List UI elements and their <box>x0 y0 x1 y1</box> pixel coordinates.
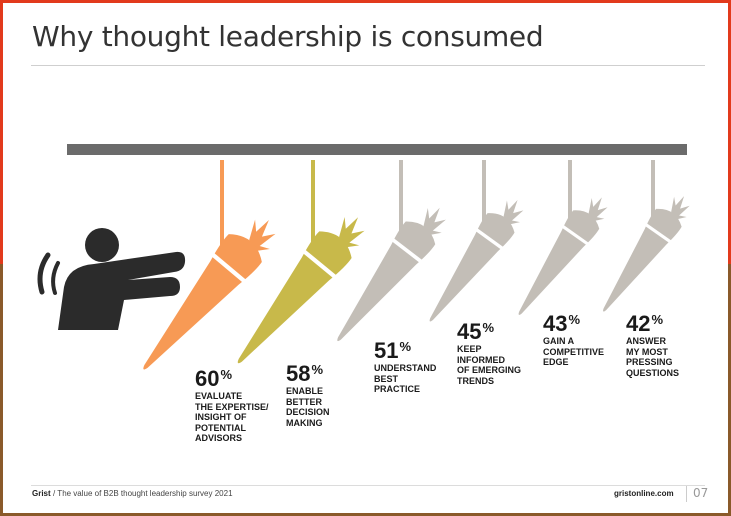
carrot-leaves <box>339 217 365 248</box>
carrot-string <box>568 160 572 237</box>
carrot-band <box>391 238 423 263</box>
data-label-caption: ANSWER MY MOST PRESSING QUESTIONS <box>626 336 680 378</box>
carrot-mark <box>603 196 690 312</box>
page-title: Why thought leadership is consumed <box>32 20 544 53</box>
carrot-leaves <box>249 219 276 252</box>
value-percent-sign: % <box>651 312 664 327</box>
data-label-caption: GAIN A COMPETITIVE EDGE <box>543 336 605 367</box>
carrot-leaves <box>423 207 446 236</box>
data-label-caption: KEEP INFORMED OF EMERGING TRENDS <box>457 344 522 386</box>
title-divider <box>31 65 705 66</box>
figure-head <box>85 228 119 262</box>
carrot-string <box>399 160 403 252</box>
value-number: 51 <box>374 338 399 363</box>
footer-url[interactable]: gristonline.com <box>614 489 674 498</box>
data-label-caption: ENABLE BETTER DECISION MAKING <box>286 386 330 428</box>
carrot-band <box>211 253 246 283</box>
carrot-string <box>651 160 655 235</box>
carrot-mark <box>518 197 608 315</box>
data-label-value: 58% <box>286 361 323 387</box>
carrot-band <box>561 225 589 246</box>
carrot-string <box>311 160 315 266</box>
data-label-value: 60% <box>195 366 232 392</box>
footer-separator <box>686 486 687 502</box>
value-percent-sign: % <box>568 312 581 327</box>
footer-brand: Grist <box>32 489 51 498</box>
carrot-mark <box>337 207 446 342</box>
carrot-body <box>237 231 352 364</box>
value-number: 58 <box>286 361 311 386</box>
carrot-mark <box>237 217 365 364</box>
footer-text: / The value of B2B thought leadership su… <box>53 489 233 498</box>
figure-body <box>58 251 186 330</box>
carrot-body <box>603 208 682 312</box>
carrot-leaves <box>503 199 524 225</box>
data-label-value: 45% <box>457 319 494 345</box>
data-label-caption: UNDERSTAND BEST PRACTICE <box>374 363 437 394</box>
carrot-marks <box>143 160 690 370</box>
slide-border-bottom <box>0 264 731 516</box>
carrot-body <box>518 210 600 315</box>
carrot-leaves <box>588 197 608 222</box>
carrot-mark <box>143 219 276 370</box>
carrot-band <box>645 223 672 243</box>
value-number: 43 <box>543 311 568 336</box>
carrot-band <box>475 228 504 250</box>
value-percent-sign: % <box>482 320 495 335</box>
slide-border-top <box>0 0 731 264</box>
value-number: 42 <box>626 311 651 336</box>
value-percent-sign: % <box>399 339 412 354</box>
carrot-string <box>220 160 224 270</box>
page-number: 07 <box>693 486 709 500</box>
carrot-body <box>143 234 262 370</box>
person-figure-icon <box>37 228 186 330</box>
carrot-string <box>482 160 486 240</box>
data-label-value: 51% <box>374 338 411 364</box>
carrot-band <box>302 249 337 279</box>
value-percent-sign: % <box>311 362 324 377</box>
value-percent-sign: % <box>220 367 233 382</box>
motion-line-icon <box>51 261 60 295</box>
data-label-caption: EVALUATE THE EXPERTISE/ INSIGHT OF POTEN… <box>195 391 269 443</box>
footer-divider <box>31 485 705 486</box>
data-label-value: 43% <box>543 311 580 337</box>
hanging-bar <box>67 144 687 155</box>
data-label-value: 42% <box>626 311 663 337</box>
value-number: 45 <box>457 319 482 344</box>
value-number: 60 <box>195 366 220 391</box>
motion-line-icon <box>37 252 51 295</box>
carrot-leaves <box>671 196 690 220</box>
carrot-mark <box>429 199 524 322</box>
